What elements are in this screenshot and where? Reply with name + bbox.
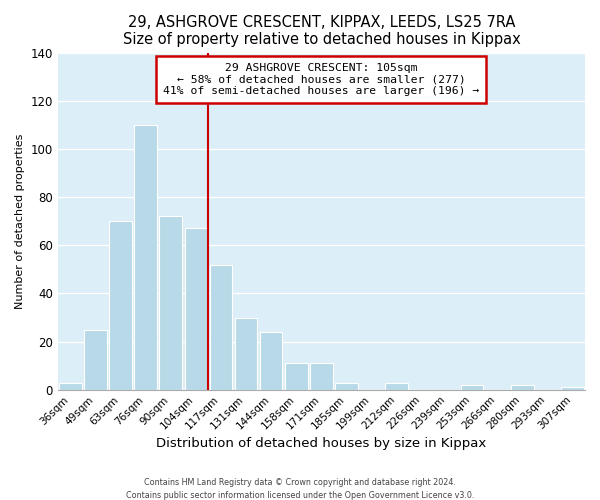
Bar bbox=[385, 382, 408, 390]
Text: 29 ASHGROVE CRESCENT: 105sqm
← 58% of detached houses are smaller (277)
41% of s: 29 ASHGROVE CRESCENT: 105sqm ← 58% of de… bbox=[163, 63, 479, 96]
X-axis label: Distribution of detached houses by size in Kippax: Distribution of detached houses by size … bbox=[156, 437, 487, 450]
Y-axis label: Number of detached properties: Number of detached properties bbox=[15, 134, 25, 309]
Bar bbox=[310, 363, 332, 390]
Bar bbox=[561, 388, 584, 390]
Bar bbox=[461, 385, 484, 390]
Text: Contains HM Land Registry data © Crown copyright and database right 2024.
Contai: Contains HM Land Registry data © Crown c… bbox=[126, 478, 474, 500]
Bar bbox=[335, 382, 358, 390]
Bar bbox=[185, 228, 207, 390]
Bar bbox=[59, 382, 82, 390]
Bar bbox=[84, 330, 107, 390]
Bar bbox=[285, 363, 308, 390]
Bar bbox=[235, 318, 257, 390]
Bar bbox=[134, 125, 157, 390]
Bar bbox=[260, 332, 283, 390]
Bar bbox=[511, 385, 533, 390]
Bar bbox=[209, 264, 232, 390]
Title: 29, ASHGROVE CRESCENT, KIPPAX, LEEDS, LS25 7RA
Size of property relative to deta: 29, ASHGROVE CRESCENT, KIPPAX, LEEDS, LS… bbox=[122, 15, 520, 48]
Bar bbox=[160, 216, 182, 390]
Bar bbox=[109, 221, 132, 390]
